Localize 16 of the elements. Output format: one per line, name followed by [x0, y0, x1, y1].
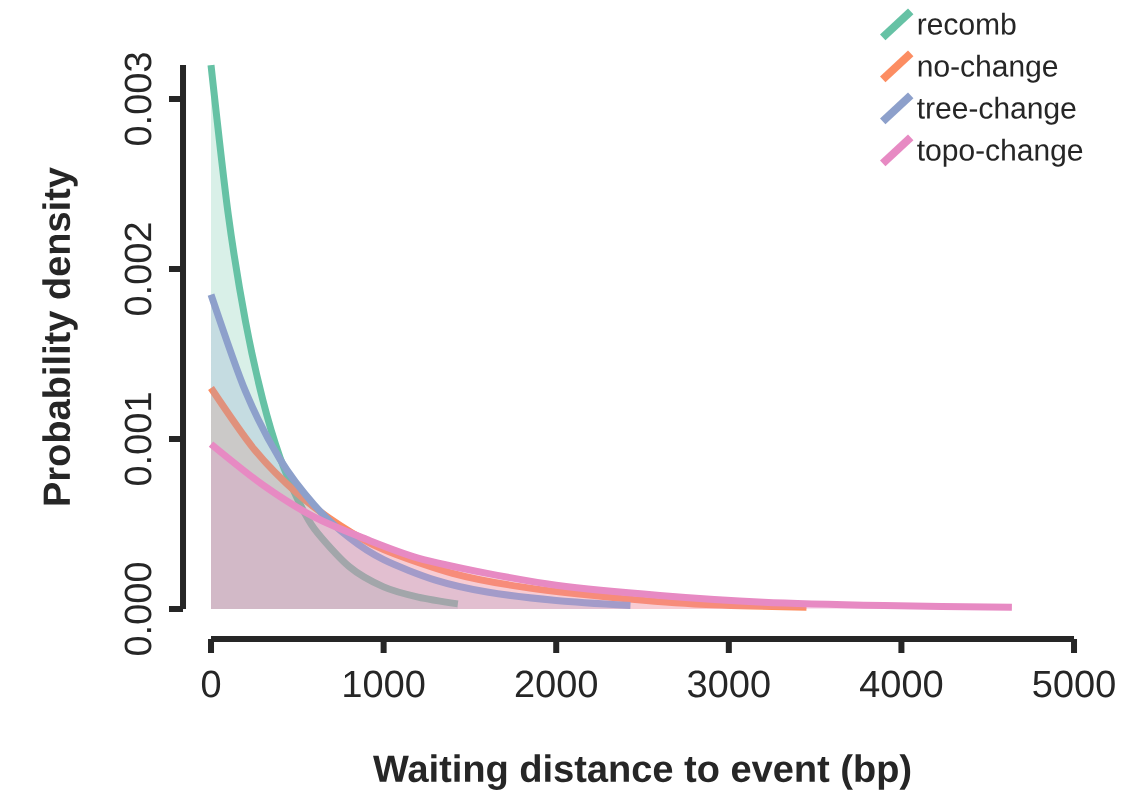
x-tick-label: 0 — [201, 670, 221, 698]
x-tick-label: 3000 — [688, 670, 770, 698]
x-tick-label: 2000 — [515, 670, 597, 698]
y-tick-label: 0.000 — [124, 562, 152, 656]
legend-label: recomb — [918, 12, 1016, 35]
x-tick-label: 4000 — [860, 670, 943, 698]
y-tick-label: 0.002 — [124, 223, 152, 316]
y-axis-title: Probability density — [42, 167, 78, 505]
legend-label: tree-change — [917, 96, 1076, 125]
y-tick-label: 0.003 — [124, 53, 152, 146]
x-tick-label: 5000 — [1033, 670, 1115, 698]
y-tick-label: 0.001 — [124, 393, 152, 486]
legend-label: topo-change — [917, 138, 1083, 167]
legend-label: no-change — [918, 54, 1058, 83]
x-axis-title: Waiting distance to event (bp) — [373, 754, 911, 790]
x-tick-label: 1000 — [344, 670, 425, 698]
